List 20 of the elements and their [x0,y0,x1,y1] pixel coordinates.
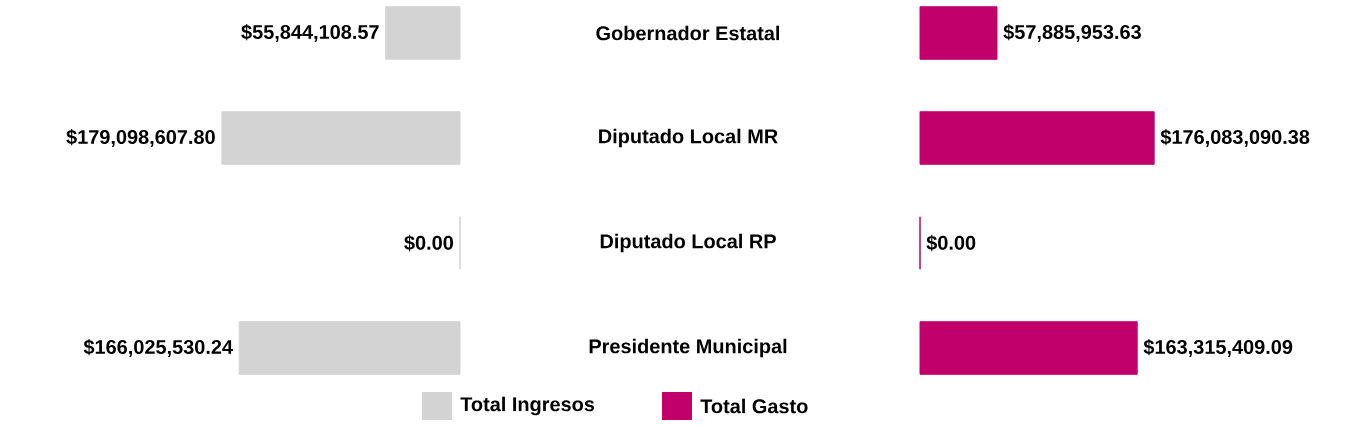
data-label: $55,844,108.57 [241,24,379,42]
bar [238,321,461,375]
y-tick-label: Diputado Local MR [599,128,778,148]
data-label: $176,083,090.38 [1160,129,1310,147]
bar [385,6,461,60]
bar [221,111,461,165]
bar [919,111,1155,165]
y-tick-label: Gobernador Estatal [596,25,780,41]
data-label: $0.00 [404,234,453,252]
legend-label: Total Gasto [700,398,808,414]
data-label: $0.00 [926,234,976,252]
data-label: $163,315,409.09 [1143,339,1293,357]
data-label: $57,885,953.63 [1003,24,1141,42]
legend-label: Total Ingresos [460,396,595,416]
y-tick-label: Presidente Municipal [589,338,787,358]
bar [919,321,1138,375]
data-label: $166,025,530.24 [83,339,233,357]
bar [919,6,998,60]
data-label: $179,098,607.80 [66,129,215,147]
y-tick-label: Diputado Local RP [600,233,776,253]
